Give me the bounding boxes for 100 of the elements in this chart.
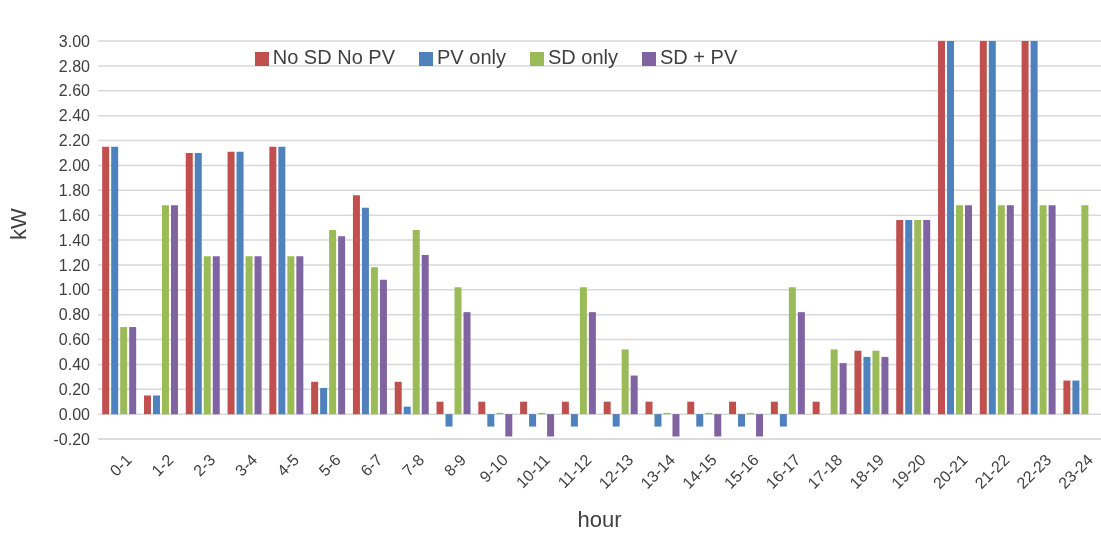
x-tick-label: 8-9 — [440, 450, 470, 480]
legend-label: SD only — [547, 46, 618, 68]
bar — [965, 205, 973, 415]
bar — [1048, 205, 1056, 415]
y-tick-label: 0.20 — [58, 380, 91, 398]
y-tick-label: 3.00 — [58, 32, 91, 50]
bar — [352, 195, 360, 415]
bar — [529, 414, 537, 427]
bar — [979, 41, 987, 415]
bar — [1063, 380, 1071, 415]
bar — [338, 236, 346, 415]
bar — [194, 152, 202, 415]
bar — [881, 356, 889, 415]
bar — [863, 356, 871, 415]
bar — [612, 414, 620, 427]
bar — [1006, 205, 1014, 415]
bar — [311, 381, 319, 415]
bar — [296, 256, 304, 415]
bar — [329, 230, 337, 415]
bar — [487, 414, 495, 427]
bar — [797, 312, 805, 415]
y-tick-label: 1.80 — [58, 181, 91, 199]
bar — [645, 401, 653, 415]
bar — [421, 254, 429, 415]
x-tick-label: 6-7 — [357, 450, 386, 480]
bar — [394, 381, 402, 415]
bar — [905, 220, 913, 415]
bar — [505, 414, 513, 437]
bar — [896, 220, 904, 415]
y-tick-label: 1.60 — [58, 206, 91, 224]
bar — [654, 414, 662, 427]
bar — [320, 388, 328, 415]
bar — [170, 205, 178, 415]
bar — [770, 401, 778, 415]
bar — [779, 414, 787, 427]
bar — [212, 256, 220, 415]
bar — [245, 256, 253, 415]
bar — [102, 146, 110, 415]
bar — [370, 267, 378, 415]
y-tick-label: 2.40 — [58, 107, 91, 125]
y-tick-label: 1.00 — [58, 281, 91, 299]
bar — [756, 414, 764, 437]
bar — [403, 406, 411, 415]
y-tick-label: 0.00 — [58, 405, 91, 423]
y-axis-title: kW — [5, 208, 31, 240]
bar — [436, 401, 444, 415]
bar — [445, 414, 453, 427]
bar — [872, 350, 880, 415]
bar — [1081, 205, 1089, 415]
bar — [520, 401, 528, 415]
x-axis-title: hour — [577, 507, 622, 532]
bar — [687, 401, 695, 415]
bar — [630, 375, 638, 415]
x-tick-label: 0-1 — [106, 450, 136, 480]
bar — [361, 207, 369, 415]
bar — [143, 395, 151, 415]
bar — [788, 287, 796, 415]
bar — [603, 401, 611, 415]
bar — [547, 414, 555, 437]
bar — [185, 152, 193, 415]
bar — [561, 401, 569, 415]
y-tick-label: 1.20 — [58, 256, 91, 274]
bar — [1021, 41, 1029, 415]
x-tick-label: 2-3 — [190, 450, 219, 480]
y-tick-label: -0.20 — [53, 430, 91, 448]
bar — [729, 401, 737, 415]
bar — [278, 146, 286, 415]
bar — [379, 279, 387, 415]
legend-label: No SD No PV — [272, 46, 396, 68]
y-tick-label: 2.60 — [58, 82, 91, 100]
bar — [412, 230, 420, 415]
y-tick-label: 2.80 — [58, 57, 91, 75]
y-tick-label: 0.60 — [58, 331, 91, 349]
bar — [203, 256, 211, 415]
bar — [714, 414, 722, 437]
bar — [161, 205, 169, 415]
bar — [1030, 41, 1038, 415]
bar — [120, 327, 128, 415]
y-tick-label: 2.00 — [58, 157, 91, 175]
bar — [588, 312, 596, 415]
bar — [923, 220, 931, 415]
bar — [129, 327, 137, 415]
bar — [269, 146, 277, 415]
bar — [570, 414, 578, 427]
bar — [463, 312, 471, 415]
x-tick-label: 1-2 — [148, 450, 177, 480]
bar — [1039, 205, 1047, 415]
bar — [454, 287, 462, 415]
legend-label: PV only — [437, 46, 506, 68]
bar — [254, 256, 262, 415]
bar — [988, 41, 996, 415]
bar — [579, 287, 587, 415]
x-tick-label: 7-8 — [399, 450, 428, 480]
bar — [956, 205, 964, 415]
bar — [1072, 380, 1080, 415]
bar — [830, 349, 838, 415]
bar — [812, 401, 820, 415]
bar — [947, 41, 955, 415]
bar — [914, 220, 922, 415]
x-tick-label: 5-6 — [315, 450, 344, 480]
